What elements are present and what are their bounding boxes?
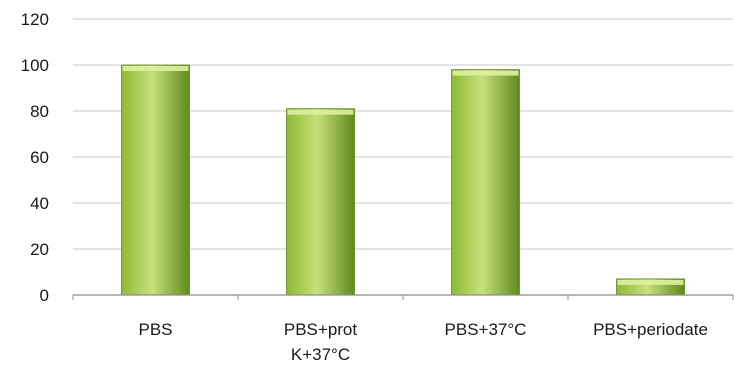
- y-tick-label: 100: [21, 56, 49, 75]
- bar: [616, 278, 685, 296]
- bar: [451, 69, 520, 296]
- bar-top-highlight: [617, 279, 684, 285]
- bar-top-highlight: [122, 66, 189, 71]
- x-tick-label: PBS+prot: [284, 320, 358, 339]
- bars: [121, 64, 685, 296]
- y-tick-label: 40: [30, 194, 49, 213]
- x-axis: [72, 294, 734, 300]
- y-tick-label: 60: [30, 148, 49, 167]
- y-tick-label: 20: [30, 240, 49, 259]
- y-tick-label: 80: [30, 102, 49, 121]
- bar-top-highlight: [287, 109, 354, 115]
- x-tick-label: K+37°C: [291, 345, 350, 364]
- bar-body: [451, 69, 520, 296]
- bar-body: [121, 64, 190, 296]
- x-tick-label: PBS+37°C: [445, 320, 527, 339]
- x-axis-labels: PBS PBS+prot K+37°C PBS+37°C PBS+periodate: [138, 320, 707, 364]
- x-tick-label: PBS: [138, 320, 172, 339]
- bar: [286, 108, 355, 296]
- y-tick-label: 0: [40, 286, 49, 305]
- bar-top-highlight: [452, 70, 519, 76]
- bar-body: [286, 108, 355, 296]
- y-tick-label: 120: [21, 10, 49, 29]
- y-axis-ticks: 0 20 40 60 80 100 120: [21, 10, 49, 305]
- bar: [121, 64, 190, 296]
- x-tick-label: PBS+periodate: [593, 320, 708, 339]
